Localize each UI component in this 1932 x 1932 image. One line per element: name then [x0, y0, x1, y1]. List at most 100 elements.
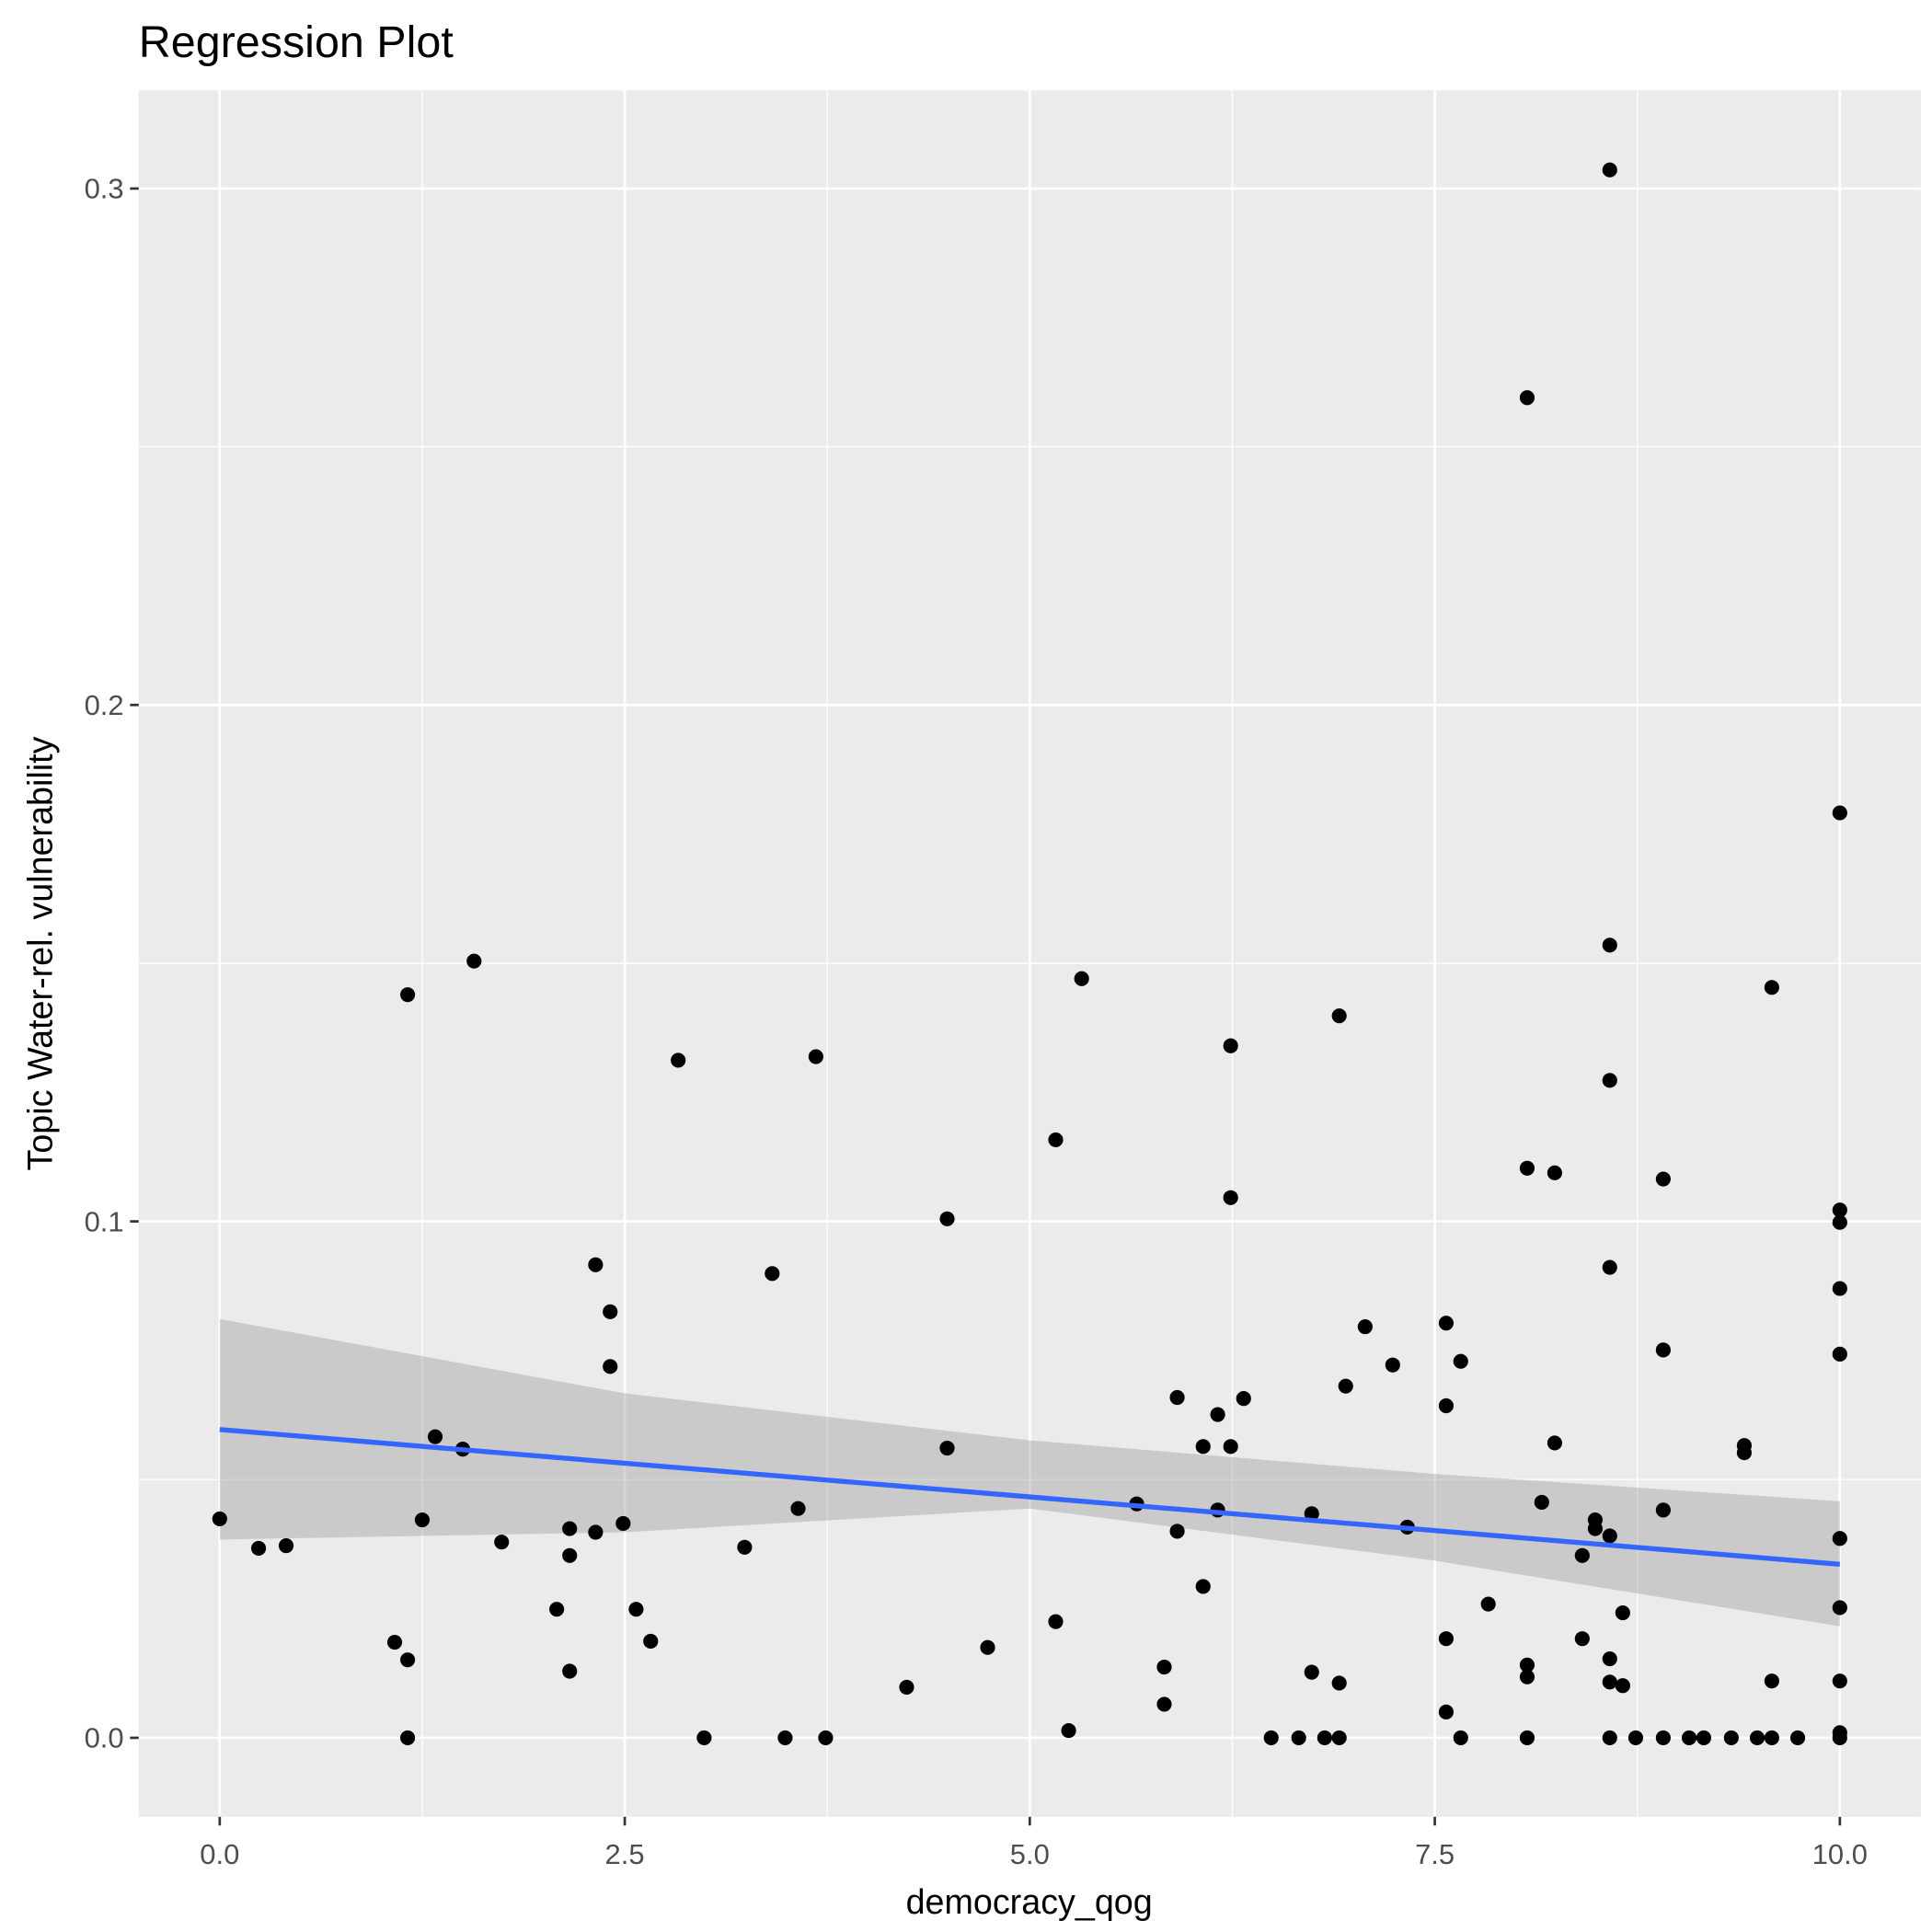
data-point	[1832, 1346, 1847, 1362]
data-point	[790, 1501, 806, 1516]
y-tick-label: 0.2	[85, 689, 124, 721]
data-point	[1602, 1674, 1617, 1690]
data-point	[1304, 1506, 1319, 1522]
data-point	[400, 1652, 416, 1668]
data-point	[414, 1512, 431, 1528]
data-point	[1223, 1190, 1238, 1205]
data-point	[808, 1049, 823, 1064]
data-point	[1764, 980, 1779, 995]
data-point	[1195, 1439, 1211, 1455]
data-point	[588, 1257, 604, 1272]
data-point	[1627, 1730, 1644, 1746]
y-tick-label: 0.0	[85, 1722, 124, 1754]
data-point	[1236, 1391, 1251, 1407]
data-point	[400, 1730, 416, 1746]
data-point	[466, 953, 482, 969]
regression-line	[219, 1427, 1841, 1567]
y-tick-label: 0.3	[85, 173, 124, 205]
data-point	[1317, 1730, 1332, 1746]
data-point	[562, 1547, 578, 1563]
data-point	[1547, 1435, 1562, 1451]
x-tick-label: 10.0	[1812, 1838, 1868, 1870]
x-tick-label: 7.5	[1415, 1838, 1455, 1870]
data-point	[1519, 1669, 1535, 1685]
data-point	[1156, 1659, 1172, 1675]
data-point	[1602, 1073, 1617, 1088]
data-point	[1723, 1730, 1739, 1746]
data-point	[1331, 1008, 1347, 1024]
data-point	[1764, 1673, 1779, 1689]
data-point	[628, 1602, 644, 1617]
data-point	[980, 1639, 995, 1655]
data-point	[494, 1535, 510, 1550]
data-point	[1696, 1730, 1711, 1746]
data-point	[1210, 1407, 1225, 1422]
data-point	[777, 1730, 793, 1746]
data-point	[1331, 1675, 1347, 1691]
data-point	[1547, 1165, 1562, 1180]
data-point	[400, 987, 416, 1003]
data-point	[1438, 1631, 1454, 1647]
data-point	[1681, 1730, 1697, 1746]
x-tick-label: 0.0	[200, 1838, 239, 1870]
data-point	[1655, 1502, 1671, 1518]
data-point	[1048, 1132, 1064, 1147]
data-point	[1223, 1439, 1238, 1455]
data-point	[1832, 1531, 1847, 1547]
regression-line-group	[219, 1427, 1841, 1567]
confidence-ribbon	[219, 1318, 1840, 1627]
data-point	[737, 1539, 753, 1555]
data-point	[1223, 1038, 1238, 1053]
data-point	[549, 1602, 565, 1617]
chart-title: Regression Plot	[139, 17, 454, 67]
data-point	[588, 1524, 604, 1540]
data-point	[1438, 1704, 1454, 1719]
data-point	[1615, 1605, 1630, 1621]
data-point	[1357, 1319, 1373, 1335]
x-tick-label: 2.5	[605, 1838, 645, 1870]
confidence-band	[219, 1318, 1840, 1627]
data-point	[386, 1635, 403, 1650]
y-axis-label: Topic Water-rel. vulnerability	[21, 736, 60, 1170]
data-point	[939, 1440, 955, 1456]
data-point	[1602, 1528, 1617, 1544]
data-point	[1655, 1171, 1671, 1187]
data-point	[1736, 1444, 1753, 1461]
data-point	[1438, 1397, 1454, 1414]
data-point	[1749, 1730, 1765, 1746]
data-point	[1574, 1547, 1590, 1563]
data-point	[1602, 1650, 1617, 1667]
data-point	[1655, 1342, 1671, 1358]
data-point	[562, 1663, 578, 1679]
axes: 0.0 2.5 5.0 7.5 10.0 0.0 0.1 0.2 0.3	[85, 173, 1868, 1870]
data-point	[1764, 1730, 1779, 1746]
x-axis-label: democracy_qog	[906, 1882, 1153, 1921]
data-point	[818, 1730, 834, 1746]
data-point	[615, 1515, 631, 1532]
data-point	[1832, 1202, 1847, 1218]
data-point	[1156, 1696, 1172, 1712]
data-point	[1602, 162, 1617, 178]
data-point	[212, 1511, 227, 1526]
data-point	[1574, 1631, 1590, 1647]
data-point	[562, 1521, 578, 1536]
data-point	[1832, 1281, 1847, 1296]
data-point	[1602, 937, 1617, 953]
data-point	[603, 1304, 618, 1319]
data-points	[212, 162, 1847, 1746]
y-tick-label: 0.1	[85, 1205, 124, 1237]
data-point	[1534, 1494, 1549, 1511]
data-point	[427, 1429, 443, 1444]
data-point	[1453, 1353, 1468, 1369]
data-point	[1519, 1730, 1535, 1746]
data-point	[939, 1211, 955, 1226]
data-point	[1832, 1673, 1847, 1689]
x-tick-label: 5.0	[1010, 1838, 1050, 1870]
data-point	[1789, 1730, 1806, 1746]
data-point	[643, 1633, 659, 1650]
data-point	[1048, 1614, 1064, 1629]
data-point	[1331, 1730, 1347, 1746]
data-point	[671, 1052, 686, 1068]
data-point	[1519, 1160, 1535, 1176]
